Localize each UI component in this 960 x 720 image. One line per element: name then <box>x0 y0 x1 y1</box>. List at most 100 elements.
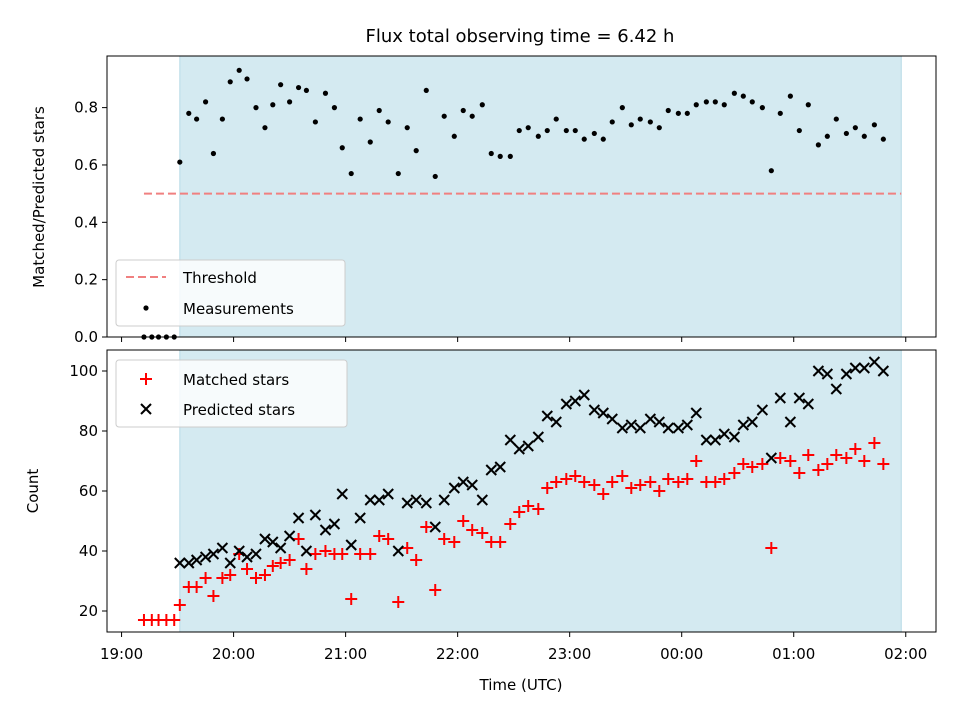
matched-star-point <box>606 476 619 488</box>
predicted-star-point <box>292 512 305 524</box>
predicted-star-point <box>300 545 313 557</box>
matched-star-point <box>634 479 647 491</box>
predicted-star-point <box>662 422 674 434</box>
predicted-star-point <box>681 419 694 431</box>
measurement-point <box>497 153 503 159</box>
predicted-star-point <box>578 389 590 401</box>
predicted-star-point <box>373 494 385 506</box>
x-tick-label: 23:00 <box>548 645 591 663</box>
predicted-star-point <box>174 557 186 569</box>
measurement-points <box>141 67 886 340</box>
predicted-star-point <box>457 476 469 488</box>
predicted-star-point <box>812 365 825 377</box>
predicted-star-point <box>438 494 450 506</box>
measurement-point <box>357 116 363 122</box>
matched-star-point <box>168 614 181 626</box>
measurement-point <box>262 125 268 131</box>
measurement-point <box>227 79 233 85</box>
matched-star-point <box>513 506 526 518</box>
top-legend-box <box>115 259 346 327</box>
predicted-star-point <box>709 434 722 446</box>
matched-star-point <box>765 542 778 554</box>
matched-star-point <box>258 569 271 581</box>
matched-star-point <box>653 485 666 497</box>
matched-star-point <box>173 599 186 611</box>
predicted-star-point <box>485 464 497 476</box>
matched-star-point <box>849 443 862 455</box>
x-tick-label: 20:00 <box>212 645 255 663</box>
matched-star-point <box>709 476 722 488</box>
x-tick-label: 19:00 <box>100 645 143 663</box>
measurement-point <box>210 150 217 157</box>
measurement-point <box>637 116 643 122</box>
predicted-star-point <box>774 392 786 404</box>
matched-star-point <box>728 467 741 479</box>
predicted-star-point <box>868 356 881 368</box>
matched-star-point <box>283 554 296 566</box>
legend-threshold-label: Threshold <box>182 269 257 287</box>
x-tick-label: 21:00 <box>324 645 367 663</box>
matched-star-point <box>672 476 685 488</box>
measurement-point <box>721 102 727 108</box>
predicted-star-point <box>802 398 814 410</box>
measurement-point <box>544 127 550 134</box>
matched-star-point <box>354 548 367 560</box>
measurement-point <box>236 67 242 73</box>
matched-star-point <box>438 533 451 545</box>
predicted-star-point <box>224 557 236 569</box>
top-x-ticks <box>121 337 907 342</box>
predicted-star-point <box>718 428 730 440</box>
predicted-star-point <box>532 431 545 443</box>
measurement-point <box>303 87 310 94</box>
measurement-point <box>339 145 345 151</box>
predicted-star-point <box>309 509 322 521</box>
matched-star-point <box>429 584 442 596</box>
measurement-point <box>712 99 718 105</box>
measurement-point <box>322 90 329 96</box>
predicted-star-point <box>597 407 609 419</box>
measurement-point <box>768 168 774 174</box>
matched-star-point <box>401 542 414 554</box>
measurement-point <box>404 125 410 131</box>
measurement-point <box>376 107 382 114</box>
matched-star-point <box>476 527 489 539</box>
matched-star-point <box>504 518 517 530</box>
measurement-point <box>861 133 867 139</box>
top-y-tick-label: 0.2 <box>74 271 98 289</box>
matched-star-point <box>309 548 322 560</box>
top-y-ticks: 0.0 0.2 0.4 0.6 0.8 <box>74 99 107 346</box>
predicted-star-point <box>267 536 279 548</box>
predicted-star-point <box>420 497 432 509</box>
measurement-point <box>665 107 671 114</box>
measurement-point <box>385 119 391 125</box>
bottom-plot-frame <box>106 349 937 633</box>
matched-star-point <box>345 593 358 605</box>
measurement-point <box>395 170 401 177</box>
predicted-star-point <box>259 533 271 545</box>
matched-star-point <box>774 452 787 464</box>
matched-star-point <box>578 476 591 488</box>
measurement-point <box>833 116 839 122</box>
bottom-legend: Matched stars Predicted stars <box>115 359 348 428</box>
matched-star-point <box>812 464 825 476</box>
predicted-star-point <box>634 422 646 434</box>
x-tick-label: 00:00 <box>660 645 703 663</box>
predicted-star-point <box>550 416 562 428</box>
measurement-point <box>843 130 849 137</box>
matched-star-point <box>746 461 759 473</box>
measurement-point <box>423 87 429 94</box>
measurement-point <box>194 116 200 122</box>
measurement-point <box>451 133 457 139</box>
matched-star-point <box>597 488 610 500</box>
matched-star-point <box>466 524 479 536</box>
bottom-legend-box <box>115 359 348 428</box>
matched-stars-points <box>137 437 890 626</box>
predicted-star-point <box>401 497 413 509</box>
bottom-y-axis-label: Count <box>24 469 42 514</box>
x-tick-label: 22:00 <box>436 645 479 663</box>
matched-star-point <box>793 467 806 479</box>
measurement-point <box>600 136 606 142</box>
predicted-star-point <box>382 488 394 500</box>
predicted-star-point <box>476 494 488 506</box>
predicted-star-point <box>690 407 702 419</box>
